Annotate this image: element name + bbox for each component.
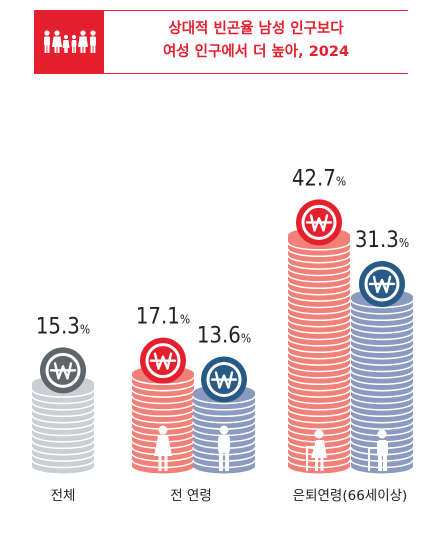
category-label: 전 연령 [170, 488, 212, 504]
elderly-man-icon [368, 429, 388, 471]
elderly-woman-icon [306, 429, 327, 471]
coin-stack-total-0: 15.3% [31, 314, 95, 474]
coin-stack-male-1: 13.6% [192, 324, 256, 474]
won-icon [210, 371, 238, 389]
header-top-rule [104, 10, 408, 11]
value-label: 17.1% [136, 305, 190, 330]
title-line-1: 상대적 빈곤율 남성 인구보다 [168, 21, 344, 37]
won-coin-total-0 [40, 347, 86, 394]
coin-stack-male-2: 31.3% [350, 228, 414, 474]
won-icon [305, 214, 333, 232]
value-label: 42.7% [292, 166, 346, 191]
won-icon [149, 352, 177, 370]
won-coin-female-1 [140, 337, 186, 384]
won-icon [49, 362, 77, 380]
won-icon [368, 275, 396, 294]
header: 상대적 빈곤율 남성 인구보다 여성 인구에서 더 높아, 2024 [34, 10, 408, 74]
header-bottom-rule [104, 73, 408, 74]
won-coin-male-2 [359, 260, 405, 307]
category-label: 은퇴연령(66세이상) [293, 488, 408, 504]
won-coin-male-1 [201, 356, 247, 403]
category-label: 전체 [51, 488, 76, 504]
value-label: 31.3% [355, 228, 409, 253]
won-coin-female-2 [296, 199, 342, 246]
title-line-2: 여성 인구에서 더 높아, 2024 [162, 44, 350, 60]
family-icon [34, 10, 104, 74]
woman-icon [154, 425, 172, 471]
man-icon [218, 425, 230, 471]
coin-stack-female-1: 17.1% [131, 305, 195, 474]
value-label: 15.3% [36, 314, 90, 339]
chart-title: 상대적 빈곤율 남성 인구보다 여성 인구에서 더 높아, 2024 [104, 18, 408, 64]
coin-stack-female-2: 42.7% [287, 166, 351, 474]
value-label: 13.6% [197, 324, 251, 349]
